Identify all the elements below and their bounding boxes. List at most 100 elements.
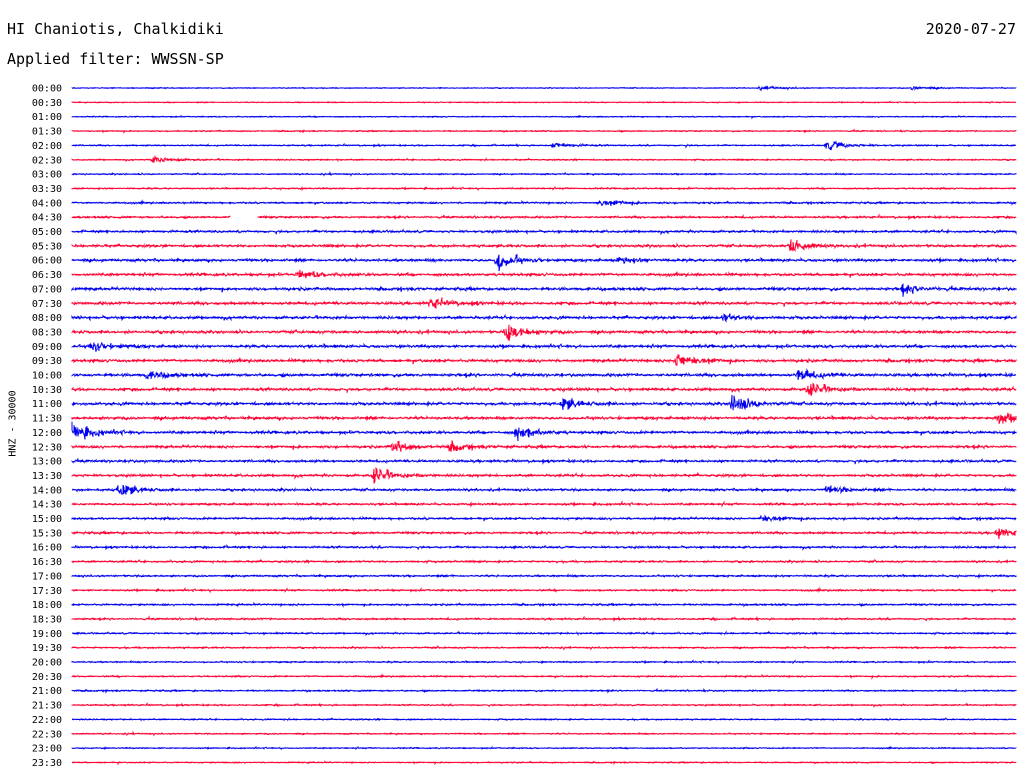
trace-row-0230 <box>71 155 1017 163</box>
row-time-label: 13:00 <box>32 457 62 468</box>
trace-row-0400 <box>71 199 1017 207</box>
row-time-label: 14:30 <box>32 500 62 511</box>
row-time-label: 08:00 <box>32 313 62 324</box>
row-time-label: 23:30 <box>32 758 62 769</box>
trace-row-1530 <box>71 528 1017 540</box>
trace-row-1330 <box>71 466 1017 484</box>
row-time-label: 15:30 <box>32 528 62 539</box>
row-time-label: 12:30 <box>32 442 62 453</box>
row-time-label: 07:30 <box>32 299 62 310</box>
trace-row-1130 <box>71 412 1017 424</box>
row-time-label: 04:00 <box>32 198 62 209</box>
row-time-label: 11:30 <box>32 414 62 425</box>
trace-row-0830 <box>71 324 1017 342</box>
trace-row-2130 <box>71 702 1017 708</box>
row-time-label: 13:30 <box>32 471 62 482</box>
row-time-label: 10:00 <box>32 371 62 382</box>
trace-row-2230 <box>71 730 1017 737</box>
trace-row-1800 <box>71 601 1017 608</box>
row-time-label: 07:00 <box>32 284 62 295</box>
trace-row-2330 <box>71 760 1017 766</box>
trace-row-0800 <box>71 313 1017 323</box>
row-time-label: 20:30 <box>32 672 62 683</box>
trace-row-0900 <box>71 342 1017 352</box>
trace-row-2100 <box>71 687 1017 694</box>
row-time-label: 06:30 <box>32 270 62 281</box>
trace-row-0000 <box>71 85 1017 92</box>
station-title: HI Chaniotis, Chalkidiki <box>7 20 224 38</box>
row-time-label: 19:30 <box>32 643 62 654</box>
trace-row-1830 <box>71 615 1017 622</box>
row-time-label: 23:00 <box>32 744 62 755</box>
row-time-label: 01:00 <box>32 112 62 123</box>
row-time-label: 00:30 <box>32 98 62 109</box>
trace-row-1030 <box>71 382 1017 397</box>
trace-row-0700 <box>71 283 1017 297</box>
trace-row-1900 <box>71 630 1017 637</box>
row-time-label: 20:00 <box>32 658 62 669</box>
row-time-label: 02:30 <box>32 155 62 166</box>
trace-row-0930 <box>71 354 1017 366</box>
trace-row-1300 <box>71 457 1017 466</box>
row-time-label: 03:00 <box>32 170 62 181</box>
trace-row-1230 <box>71 440 1017 452</box>
row-time-label: 17:30 <box>32 586 62 597</box>
row-time-label: 02:00 <box>32 141 62 152</box>
trace-row-1700 <box>71 573 1017 580</box>
trace-row-0330 <box>71 185 1017 192</box>
row-time-label: 03:30 <box>32 184 62 195</box>
trace-row-0600 <box>71 253 1017 272</box>
trace-row-1200 <box>71 421 1017 442</box>
trace-row-0500 <box>71 228 1017 236</box>
row-time-label: 09:00 <box>32 342 62 353</box>
trace-row-2300 <box>71 745 1017 751</box>
trace-row-0530 <box>71 239 1017 253</box>
trace-row-0730 <box>71 297 1017 309</box>
row-time-label: 06:00 <box>32 256 62 267</box>
row-time-label: 16:00 <box>32 543 62 554</box>
row-time-label: 05:00 <box>32 227 62 238</box>
row-time-label: 01:30 <box>32 127 62 138</box>
trace-row-0030 <box>71 100 1017 105</box>
row-time-label: 12:00 <box>32 428 62 439</box>
trace-row-2030 <box>71 673 1017 680</box>
row-time-label: 18:30 <box>32 614 62 625</box>
row-time-label: 21:30 <box>32 701 62 712</box>
trace-row-1730 <box>71 586 1017 594</box>
trace-row-1930 <box>71 644 1017 652</box>
record-date: 2020-07-27 <box>925 20 1016 38</box>
trace-row-1600 <box>71 543 1017 551</box>
trace-row-2000 <box>71 659 1017 665</box>
row-time-label: 16:30 <box>32 557 62 568</box>
trace-row-0430 <box>71 213 1017 221</box>
trace-row-1430 <box>71 500 1017 508</box>
trace-row-0130 <box>71 128 1017 134</box>
row-time-label: 18:00 <box>32 600 62 611</box>
trace-row-2200 <box>71 716 1017 722</box>
filter-line: Applied filter: WWSSN-SP <box>7 50 224 68</box>
trace-row-1100 <box>71 394 1017 411</box>
trace-row-1630 <box>71 558 1017 565</box>
row-time-label: 05:30 <box>32 241 62 252</box>
row-time-label: 21:00 <box>32 686 62 697</box>
trace-row-0100 <box>71 114 1017 120</box>
row-time-label: 00:00 <box>32 84 62 95</box>
trace-row-1500 <box>71 514 1017 523</box>
trace-row-1400 <box>72 484 1017 495</box>
row-time-label: 22:00 <box>32 715 62 726</box>
trace-row-0200 <box>71 140 1017 151</box>
row-time-label: 11:00 <box>32 399 62 410</box>
row-time-label: 09:30 <box>32 356 62 367</box>
trace-row-0630 <box>71 269 1017 279</box>
trace-row-1000 <box>71 368 1017 380</box>
row-time-label: 08:30 <box>32 327 62 338</box>
row-time-label: 04:30 <box>32 213 62 224</box>
trace-row-0300 <box>71 171 1017 177</box>
row-time-label: 22:30 <box>32 729 62 740</box>
row-time-label: 19:00 <box>32 629 62 640</box>
row-time-label: 10:30 <box>32 385 62 396</box>
row-time-label: 17:00 <box>32 571 62 582</box>
filter-label: Applied filter: <box>7 50 143 68</box>
row-time-label: 15:00 <box>32 514 62 525</box>
